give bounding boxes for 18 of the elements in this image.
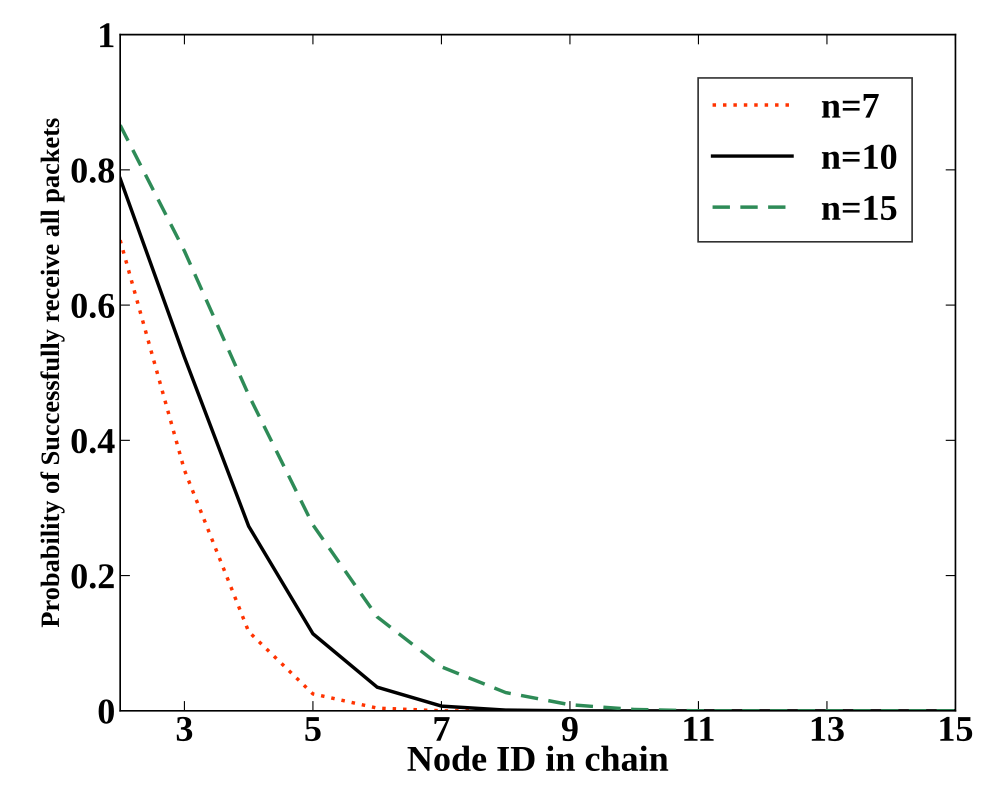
x-tick-label: 11 (684, 716, 714, 741)
y-tick-label: 0.8 (72, 158, 114, 183)
legend-label: n=7 (822, 94, 879, 118)
x-tick-label: 9 (562, 716, 578, 742)
y-tick-label: 0.6 (72, 294, 114, 318)
legend-label: n=15 (822, 196, 896, 220)
y-tick-label: 0 (98, 699, 114, 724)
x-tick-label: 5 (305, 717, 321, 742)
x-tick-label: 3 (176, 716, 192, 742)
x-tick-label: 15 (940, 716, 972, 742)
y-axis-title: Probability of Successfully receive all packets (40, 118, 65, 628)
legend-label: n=10 (822, 144, 896, 170)
y-tick-label: 0.4 (72, 428, 115, 454)
x-tick-label: 13 (812, 716, 844, 742)
y-tick-label: 1 (100, 23, 114, 48)
y-tick-label: 0.2 (72, 564, 114, 589)
x-tick-label: 7 (434, 717, 450, 741)
x-axis-title: Node ID in chain (408, 746, 668, 772)
